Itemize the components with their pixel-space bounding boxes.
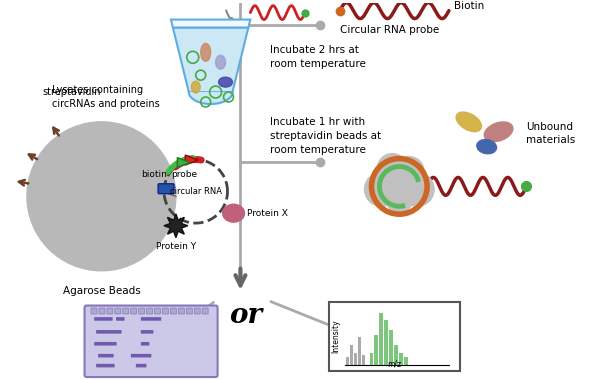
Polygon shape [171, 19, 250, 27]
Ellipse shape [477, 139, 497, 154]
Circle shape [385, 184, 413, 212]
Bar [362, 355, 365, 365]
Circle shape [377, 154, 407, 184]
Bar [354, 353, 357, 365]
Ellipse shape [191, 81, 200, 93]
FancyBboxPatch shape [131, 308, 137, 314]
FancyBboxPatch shape [116, 317, 125, 321]
FancyBboxPatch shape [141, 342, 149, 345]
FancyBboxPatch shape [136, 364, 146, 367]
Ellipse shape [218, 77, 232, 87]
Bar [350, 345, 353, 365]
FancyBboxPatch shape [85, 306, 218, 377]
Text: biotin: biotin [141, 170, 167, 179]
Text: Circular RNA probe: Circular RNA probe [340, 25, 439, 35]
FancyBboxPatch shape [98, 354, 113, 358]
Text: Protein X: Protein X [247, 209, 289, 218]
Text: Biotin: Biotin [454, 1, 484, 11]
FancyBboxPatch shape [329, 302, 460, 371]
Text: or: or [229, 302, 262, 329]
Text: Intensity: Intensity [331, 320, 340, 353]
Circle shape [377, 160, 421, 203]
FancyBboxPatch shape [94, 342, 116, 345]
Bar [374, 335, 379, 365]
FancyBboxPatch shape [202, 308, 208, 314]
Bar [404, 357, 408, 365]
FancyBboxPatch shape [158, 184, 174, 194]
FancyBboxPatch shape [107, 308, 113, 314]
Text: streptavidin: streptavidin [43, 87, 101, 97]
Ellipse shape [456, 112, 481, 131]
Circle shape [27, 122, 176, 271]
Text: Protein Y: Protein Y [156, 242, 196, 251]
Text: Unbound
materials: Unbound materials [526, 122, 575, 146]
FancyBboxPatch shape [139, 308, 145, 314]
Polygon shape [173, 27, 248, 92]
FancyBboxPatch shape [178, 308, 184, 314]
Ellipse shape [223, 204, 245, 222]
Bar [346, 357, 349, 365]
FancyBboxPatch shape [141, 317, 161, 321]
Text: Incubate 1 hr with
streptavidin beads at
room temperature: Incubate 1 hr with streptavidin beads at… [270, 117, 382, 155]
Circle shape [365, 173, 398, 206]
Bar [358, 337, 361, 365]
Polygon shape [178, 158, 190, 168]
FancyBboxPatch shape [155, 308, 160, 314]
Bar [394, 345, 398, 365]
Bar [389, 330, 394, 365]
FancyBboxPatch shape [123, 308, 129, 314]
Polygon shape [185, 155, 198, 165]
FancyBboxPatch shape [187, 308, 192, 314]
FancyBboxPatch shape [141, 330, 154, 334]
FancyBboxPatch shape [99, 308, 105, 314]
FancyBboxPatch shape [96, 364, 115, 367]
Ellipse shape [484, 122, 513, 142]
Bar [385, 320, 388, 365]
Text: probe: probe [171, 170, 197, 179]
Bar [379, 314, 383, 365]
FancyBboxPatch shape [91, 308, 97, 314]
FancyBboxPatch shape [194, 308, 200, 314]
Text: Lysates containing
circRNAs and proteins: Lysates containing circRNAs and proteins [52, 86, 160, 109]
FancyBboxPatch shape [146, 308, 152, 314]
Circle shape [400, 173, 434, 206]
FancyBboxPatch shape [163, 308, 169, 314]
Circle shape [394, 157, 424, 186]
Text: Incubate 2 hrs at
room temperature: Incubate 2 hrs at room temperature [270, 45, 366, 69]
Ellipse shape [215, 55, 226, 69]
Bar [370, 353, 373, 365]
Bar [399, 353, 403, 365]
FancyBboxPatch shape [170, 308, 176, 314]
Text: circular RNA: circular RNA [170, 187, 222, 196]
FancyBboxPatch shape [115, 308, 121, 314]
FancyBboxPatch shape [96, 330, 122, 334]
Text: Agarose Beads: Agarose Beads [62, 286, 140, 296]
Ellipse shape [201, 43, 211, 61]
Text: m/z: m/z [387, 359, 401, 368]
FancyBboxPatch shape [94, 317, 113, 321]
FancyBboxPatch shape [131, 354, 151, 358]
Polygon shape [164, 214, 188, 238]
